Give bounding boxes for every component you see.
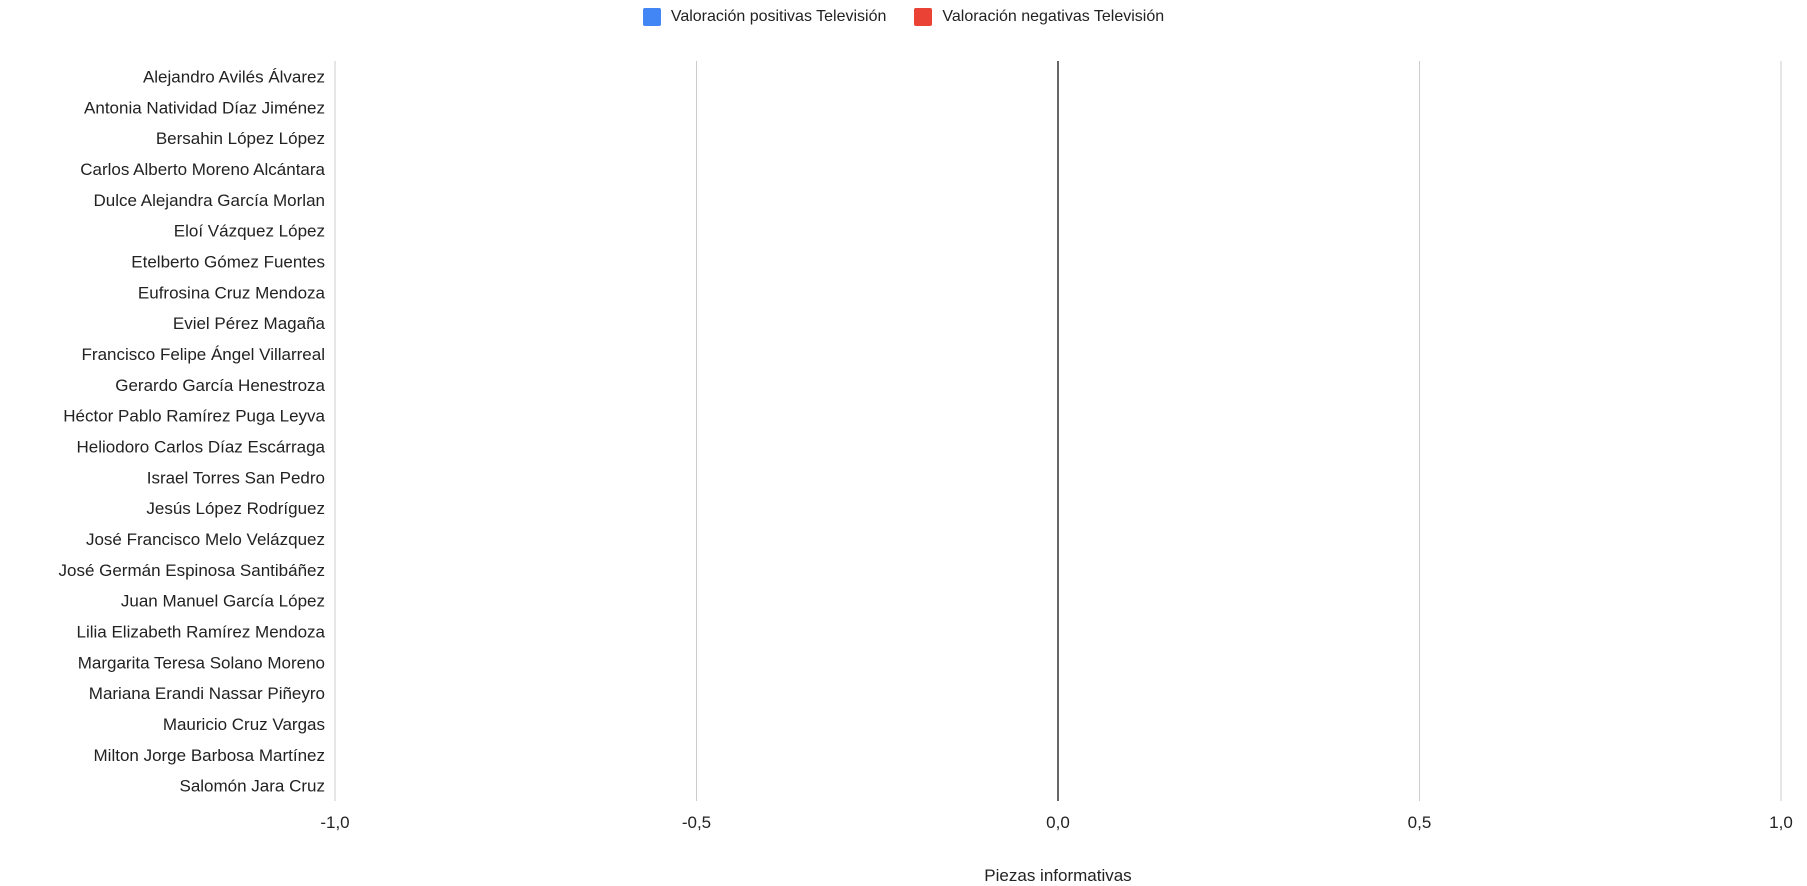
x-tick-label: -0,5 [682, 813, 711, 832]
x-tick-label: 0,0 [1046, 813, 1070, 832]
category-label: Mauricio Cruz Vargas [163, 715, 325, 734]
category-label: Etelberto Gómez Fuentes [131, 252, 325, 271]
category-label: Antonia Natividad Díaz Jiménez [84, 98, 325, 117]
x-axis-title: Piezas informativas [984, 866, 1131, 885]
category-label: Salomón Jara Cruz [179, 777, 325, 796]
category-label: Bersahin López López [156, 129, 325, 148]
legend-item: Valoración negativas Televisión [914, 8, 1164, 26]
category-label: Juan Manuel García López [121, 592, 325, 611]
category-label: Eloí Vázquez López [174, 222, 325, 241]
x-tick-labels: -1,0 -0,5 0,0 0,5 1,0 [320, 813, 1792, 832]
category-label: Israel Torres San Pedro [147, 468, 325, 487]
category-label: Héctor Pablo Ramírez Puga Leyva [63, 407, 325, 426]
chart-legend: Valoración positivas Televisión Valoració… [0, 8, 1807, 26]
legend-item: Valoración positivas Televisión [642, 8, 887, 26]
category-label: Eufrosina Cruz Mendoza [138, 283, 326, 302]
category-label: Milton Jorge Barbosa Martínez [94, 746, 326, 765]
category-label: Eviel Pérez Magaña [173, 314, 326, 333]
category-label: Gerardo García Henestroza [115, 376, 325, 395]
category-label: Dulce Alejandra García Morlan [93, 191, 325, 210]
category-label: Alejandro Avilés Álvarez [143, 67, 325, 86]
legend-label: Valoración negativas Televisión [942, 8, 1165, 25]
category-label: Lilia Elizabeth Ramírez Mendoza [76, 622, 325, 641]
category-label: Mariana Erandi Nassar Piñeyro [89, 684, 325, 703]
category-label: Heliodoro Carlos Díaz Escárraga [77, 437, 326, 456]
x-tick-label: -1,0 [320, 813, 349, 832]
legend-swatch [642, 8, 661, 26]
x-tick-label: 0,5 [1408, 813, 1432, 832]
category-label: José Germán Espinosa Santibáñez [59, 561, 326, 580]
category-label: Jesús López Rodríguez [146, 499, 325, 518]
legend-swatch [914, 8, 933, 26]
category-labels: Alejandro Avilés Álvarez Antonia Nativida… [59, 67, 326, 795]
category-label: Margarita Teresa Solano Moreno [78, 653, 325, 672]
category-label: Carlos Alberto Moreno Alcántara [80, 160, 325, 179]
category-label: Francisco Felipe Ángel Villarreal [82, 345, 325, 364]
gridlines [334, 61, 1782, 801]
x-tick-label: 1,0 [1769, 813, 1793, 832]
category-label: José Francisco Melo Velázquez [86, 530, 325, 549]
legend-label: Valoración positivas Televisión [670, 8, 887, 25]
